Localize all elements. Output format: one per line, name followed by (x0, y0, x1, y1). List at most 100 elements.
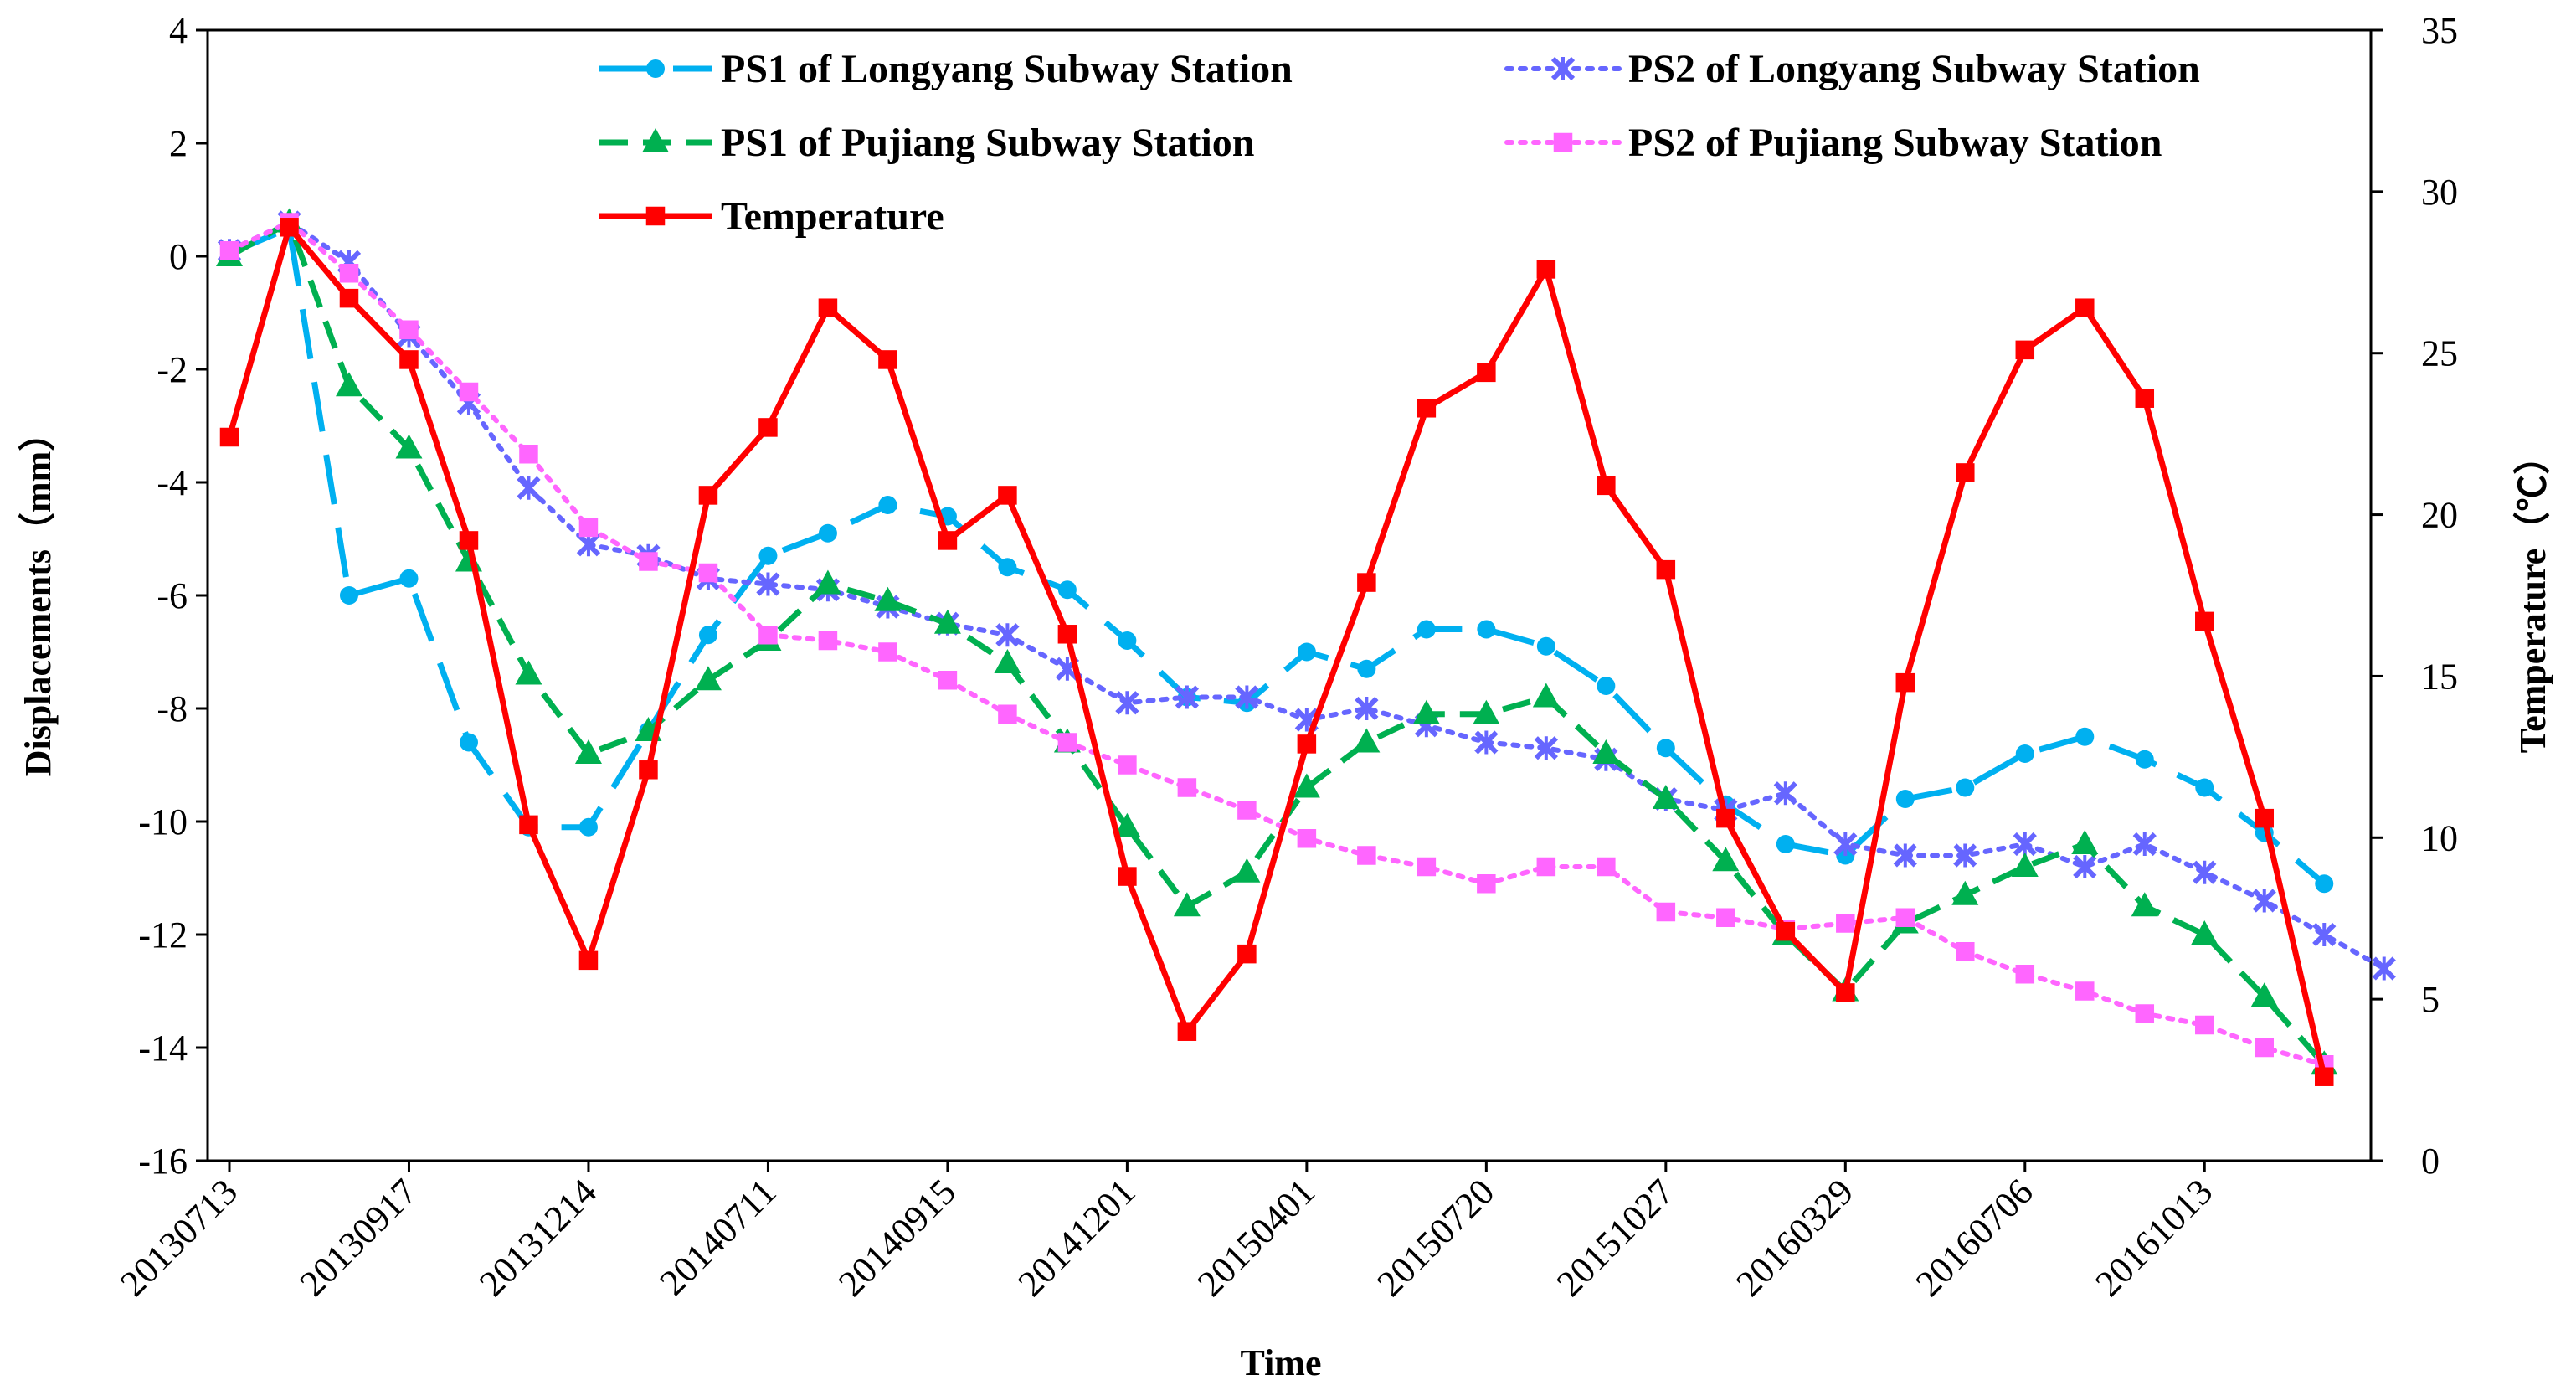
y-right-tick-label: 0 (2421, 1141, 2440, 1182)
data-point (219, 427, 239, 447)
data-point (1597, 476, 1616, 496)
data-point (938, 531, 958, 550)
data-point (2191, 920, 2219, 945)
y-right-tick-label: 35 (2421, 10, 2458, 51)
y-left-tick-label: 2 (169, 123, 188, 164)
data-point (1237, 801, 1257, 820)
legend-marker (646, 59, 665, 78)
data-point (878, 642, 897, 662)
data-point (339, 264, 359, 283)
data-point (2131, 892, 2158, 917)
data-point (1895, 790, 1915, 808)
data-point (756, 572, 780, 596)
data-point (1113, 812, 1141, 837)
data-point (459, 382, 479, 402)
data-point (280, 218, 299, 237)
data-point (1417, 399, 1437, 418)
data-point (1956, 463, 1975, 482)
data-point (998, 486, 1017, 505)
data-point (1118, 755, 1137, 775)
data-point (2312, 922, 2337, 947)
data-point (1536, 636, 1555, 656)
data-point (1597, 677, 1616, 695)
data-point (517, 476, 541, 500)
data-point (2075, 981, 2095, 1001)
data-point (2073, 854, 2097, 879)
data-point (1836, 914, 1855, 933)
data-point (1895, 672, 1915, 693)
legend-label: PS1 of Pujiang Subway Station (721, 121, 1254, 165)
data-point (1118, 867, 1137, 886)
data-point (1118, 631, 1137, 650)
data-point (515, 660, 542, 685)
data-point (339, 288, 359, 308)
data-point (2011, 853, 2039, 877)
y-right-tick-label: 15 (2421, 656, 2458, 697)
data-point (1057, 580, 1077, 600)
y-right-tick-label: 5 (2421, 979, 2440, 1020)
data-point (1057, 625, 1077, 644)
data-point (1173, 892, 1201, 917)
data-point (1175, 685, 1200, 709)
data-point (1536, 857, 1556, 877)
y-left-tick-label: -6 (157, 575, 188, 616)
series-ps2-of-pujiang-subway-station (219, 213, 2334, 1074)
data-point (814, 569, 841, 595)
data-point (578, 817, 598, 837)
y-left-tick-label: 4 (169, 10, 188, 51)
data-point (1656, 559, 1676, 580)
data-point (395, 434, 423, 459)
data-point (1893, 843, 1917, 868)
data-point (335, 372, 362, 397)
data-point (1474, 730, 1499, 755)
legend-label: PS2 of Pujiang Subway Station (1628, 121, 2162, 165)
data-point (2193, 860, 2217, 884)
data-point (698, 626, 717, 645)
data-point (2075, 298, 2095, 317)
data-point (1534, 736, 1558, 760)
series-line (228, 219, 2327, 1067)
data-point (1115, 691, 1139, 715)
data-point (2135, 1004, 2155, 1023)
data-point (399, 350, 419, 369)
y-left-tick-label: -16 (138, 1141, 188, 1182)
data-point (1477, 363, 1496, 383)
data-point (1656, 902, 1676, 922)
legend-marker (645, 206, 666, 226)
data-point (818, 523, 837, 543)
data-point (2195, 778, 2214, 797)
data-point (698, 563, 718, 583)
y-axis-right-title: Temperature（℃） (2512, 438, 2553, 753)
data-point (1652, 785, 1679, 809)
data-point (2015, 965, 2035, 984)
data-point (2071, 830, 2099, 854)
data-point (639, 760, 658, 780)
data-point (2255, 808, 2275, 828)
series-line (226, 224, 2327, 1078)
data-point (1953, 843, 1977, 868)
data-point (1473, 699, 1500, 724)
legend-item-ps2-of-longyang-subway-station: PS2 of Longyang Subway Station (1504, 47, 2200, 91)
data-point (1776, 921, 1796, 941)
data-point (758, 418, 778, 437)
data-point (2132, 832, 2157, 857)
data-point (2135, 389, 2155, 408)
data-point (1836, 983, 1855, 1002)
data-point (1716, 908, 1735, 927)
data-point (2252, 889, 2276, 913)
data-point (2135, 750, 2154, 769)
data-point (1417, 620, 1436, 639)
data-point (1592, 739, 1620, 764)
data-point (1297, 829, 1317, 848)
data-point (2195, 1015, 2214, 1035)
data-point (933, 609, 961, 634)
data-point (698, 486, 718, 505)
data-point (1773, 781, 1797, 806)
data-point (1895, 908, 1915, 927)
legend-marker (1553, 132, 1573, 152)
legend-label: PS1 of Longyang Subway Station (721, 47, 1293, 91)
data-point (878, 350, 897, 369)
data-point (818, 631, 838, 651)
data-point (1536, 260, 1556, 279)
data-point (1477, 620, 1496, 639)
